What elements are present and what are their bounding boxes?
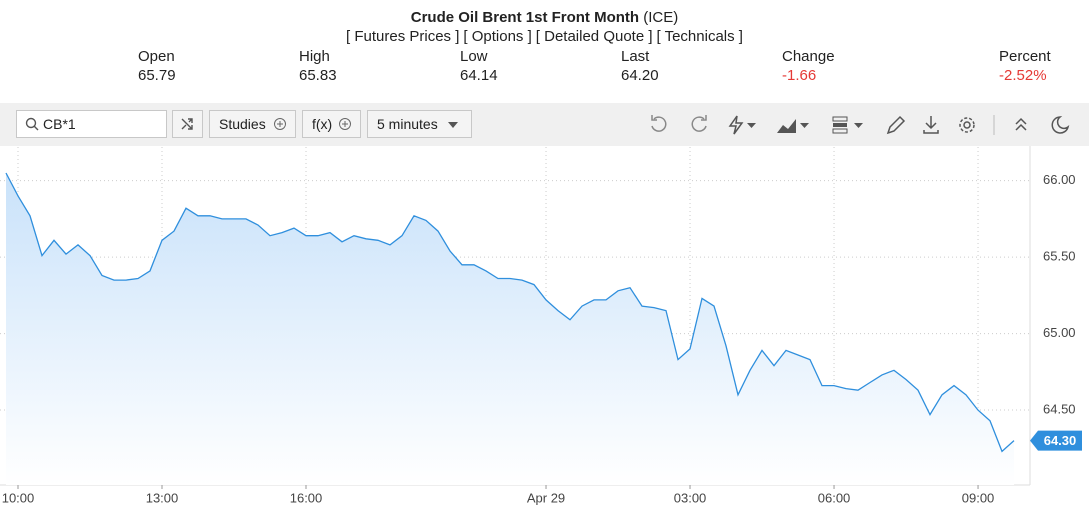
x-tick-label: 09:00 — [962, 490, 995, 505]
studies-label: Studies — [219, 116, 266, 132]
last-price-badge — [1030, 430, 1082, 451]
stat-value: -2.52% — [999, 67, 1047, 84]
stat-label: Low — [460, 48, 488, 65]
x-tick-label: 06:00 — [818, 490, 851, 505]
stat: Low 64.14 — [460, 47, 498, 85]
toolbar-icons — [651, 115, 1070, 135]
redo-icon[interactable] — [691, 115, 707, 132]
y-tick-label: 65.00 — [1043, 325, 1076, 340]
stat-value: 64.14 — [460, 67, 498, 84]
x-tick-label: 13:00 — [146, 490, 179, 505]
y-tick-label: 65.50 — [1043, 249, 1076, 264]
link[interactable]: [ Detailed Quote ] — [535, 28, 653, 45]
stat-value: -1.66 — [782, 67, 817, 84]
stat: High 65.83 — [299, 47, 337, 85]
interval-label: 5 minutes — [377, 116, 438, 132]
caret — [448, 122, 458, 128]
link[interactable]: [ Futures Prices ] — [346, 28, 460, 45]
y-tick-label: 66.00 — [1043, 172, 1076, 187]
stat: Change -1.66 — [782, 47, 835, 85]
draw-icon[interactable] — [886, 115, 906, 135]
stat-label: Change — [782, 48, 835, 65]
x-tick-label: 16:00 — [290, 490, 323, 505]
stat-label: Percent — [999, 48, 1051, 65]
stat: Percent -2.52% — [999, 47, 1051, 85]
stat-label: High — [299, 48, 330, 65]
quote-title: Crude Oil Brent 1st Front Month (ICE) — [0, 9, 1089, 26]
plus-icon — [274, 118, 286, 130]
exchange: (ICE) — [643, 9, 679, 26]
stat-label: Last — [621, 48, 650, 65]
stat: Open 65.79 — [138, 47, 176, 85]
instrument-name: Crude Oil Brent 1st Front Month — [410, 9, 640, 26]
symbol: CB*1 — [43, 116, 76, 132]
compare-button[interactable] — [172, 110, 203, 138]
stat-value: 65.83 — [299, 67, 337, 84]
y-tick-label: 64.50 — [1043, 401, 1076, 416]
function-label: f(x) — [312, 116, 333, 132]
link[interactable]: [ Technicals ] — [656, 28, 743, 45]
chart-type-icon[interactable] — [777, 119, 809, 133]
plus-icon — [339, 118, 351, 130]
layout-icon[interactable] — [832, 116, 863, 134]
search-icon — [25, 117, 39, 131]
area-fill — [6, 173, 1015, 485]
download-icon[interactable] — [923, 116, 939, 134]
quote-links: [ Futures Prices ][ Options ][ Detailed … — [0, 28, 1089, 45]
function-button[interactable]: f(x) — [302, 110, 361, 138]
x-tick-label: Apr 29 — [527, 490, 565, 505]
toolbar: CB*1 Studies f(x) 5 minutes — [0, 103, 1089, 146]
chart: 64.50 65.00 65.50 66.00 10:00 13:00 16:00 Apr 2… — [0, 146, 1082, 505]
symbol-search[interactable]: CB*1 — [16, 110, 167, 138]
stat: Last 64.20 — [621, 47, 659, 85]
x-tick-label: 03:00 — [674, 490, 707, 505]
stat-value: 65.79 — [138, 67, 176, 84]
shuffle-icon — [181, 118, 193, 130]
studies-button[interactable]: Studies — [209, 110, 296, 138]
link[interactable]: [ Options ] — [463, 28, 532, 45]
price-line — [5, 172, 1015, 453]
undo-icon[interactable] — [651, 115, 667, 132]
stat-label: Open — [138, 48, 175, 65]
x-tick-label: 10:00 — [2, 490, 35, 505]
settings-icon[interactable] — [959, 117, 975, 133]
collapse-icon[interactable] — [1015, 117, 1027, 131]
events-icon[interactable] — [728, 115, 756, 135]
interval-select[interactable]: 5 minutes — [367, 110, 472, 138]
last-price-label: 64.30 — [1044, 433, 1077, 448]
stat-value: 64.20 — [621, 67, 659, 84]
theme-icon[interactable] — [1051, 116, 1070, 134]
